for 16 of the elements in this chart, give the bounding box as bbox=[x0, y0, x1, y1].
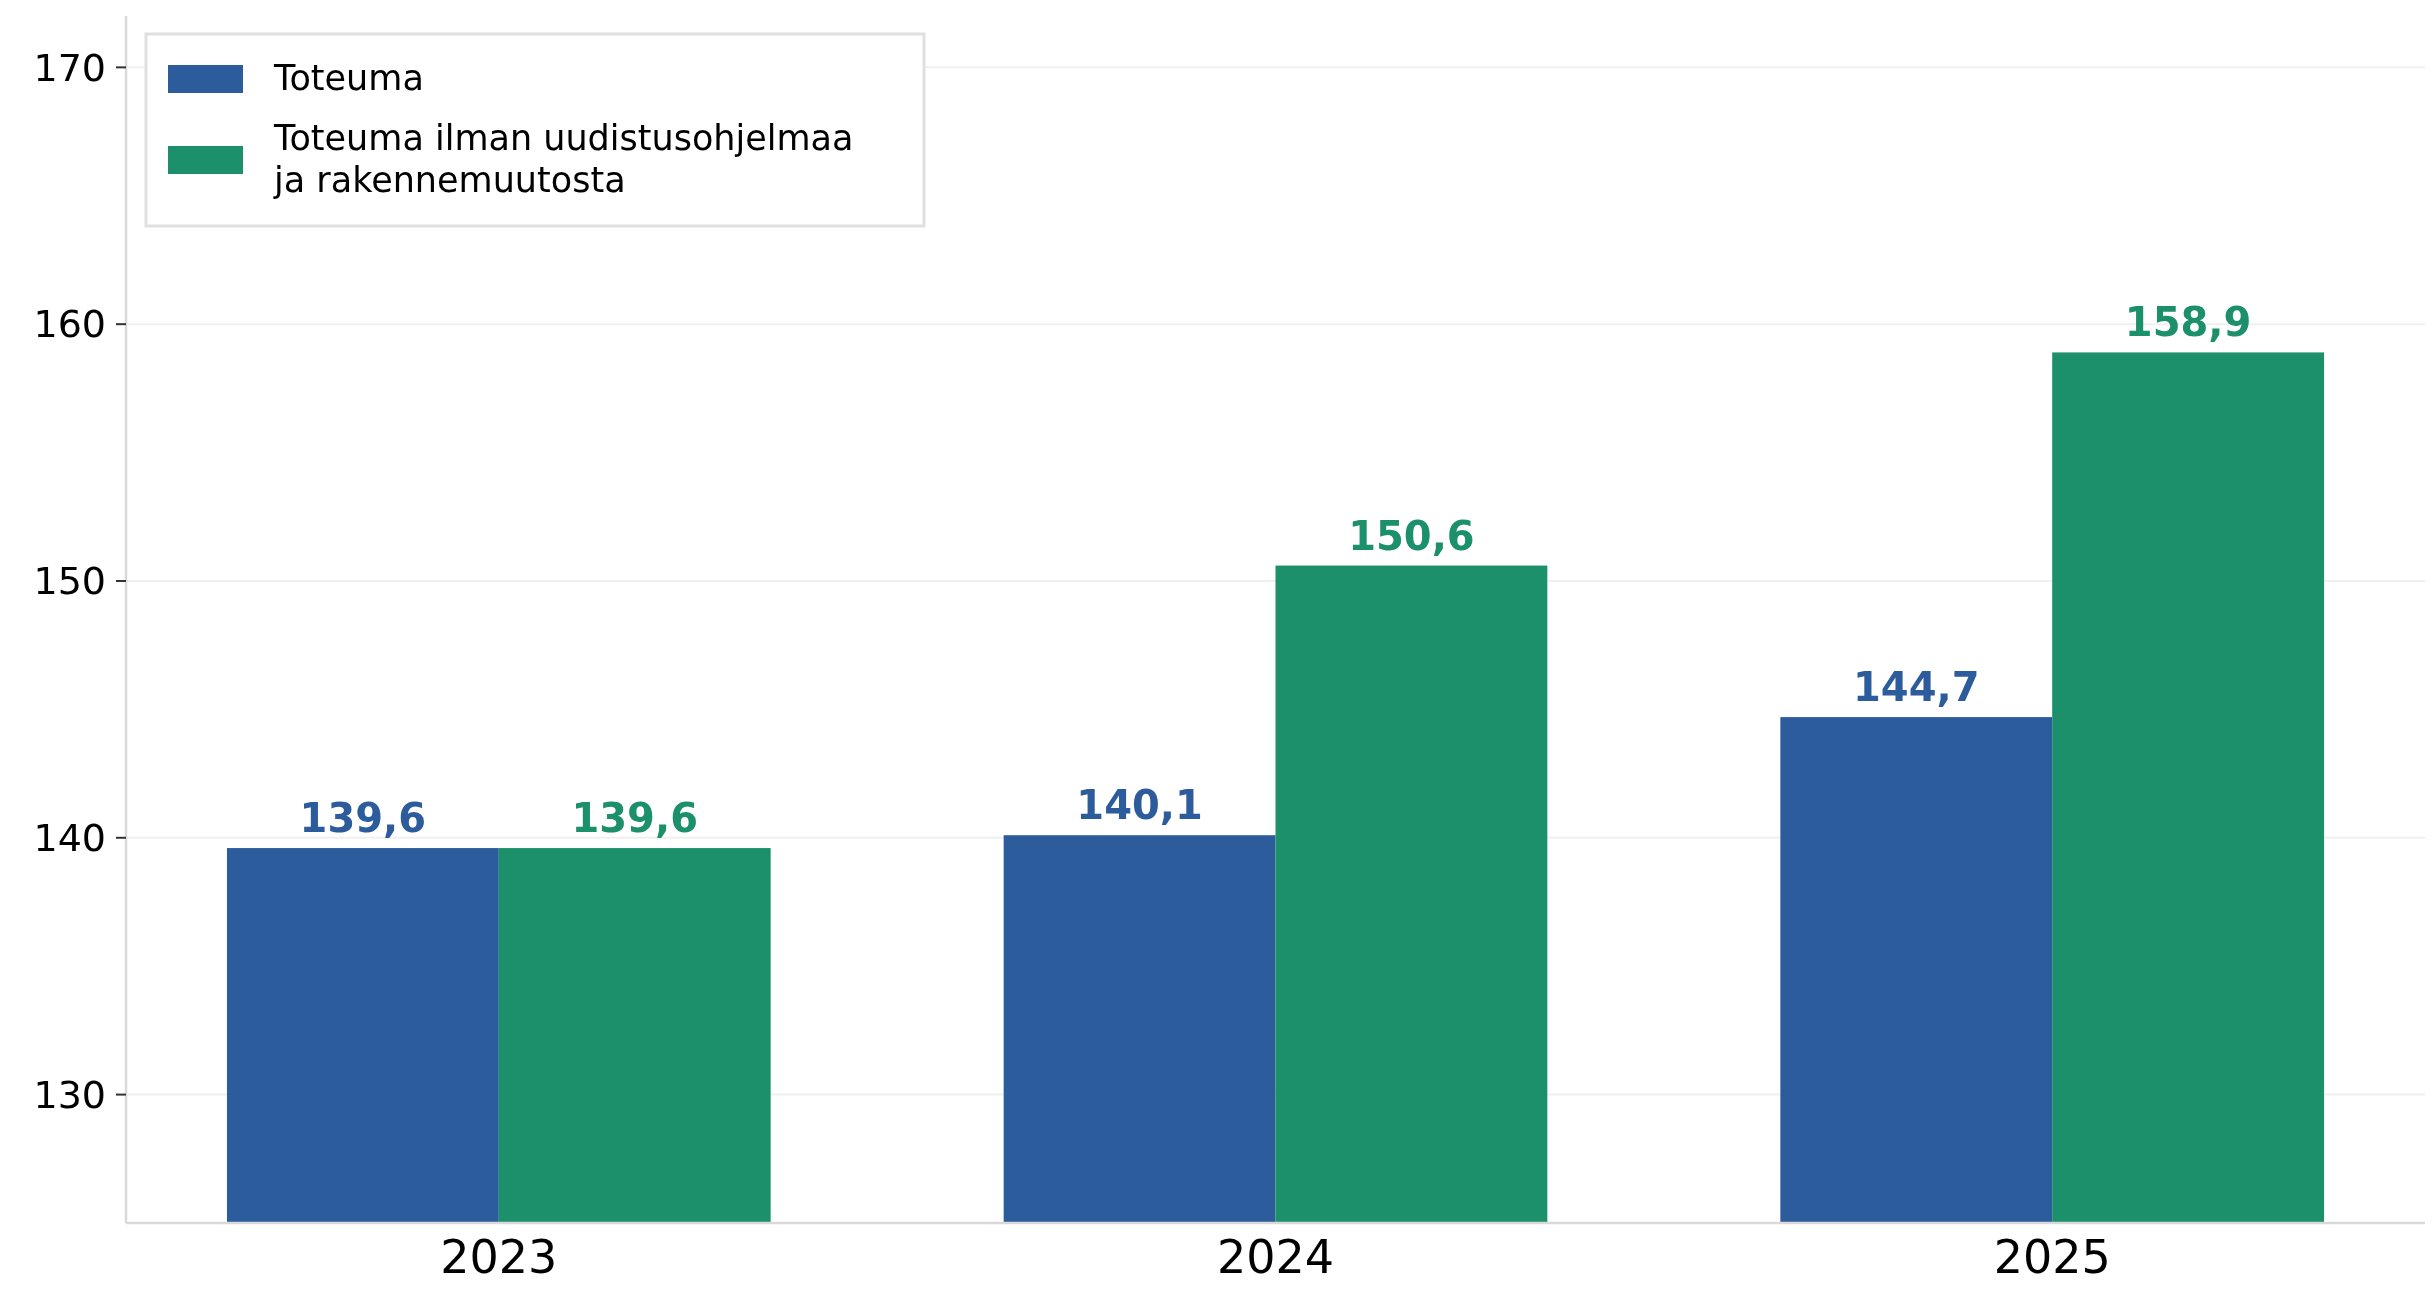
y-tick-label: 160 bbox=[33, 302, 106, 347]
y-tick-label: 140 bbox=[33, 816, 106, 861]
x-tick-label: 2023 bbox=[440, 1230, 558, 1284]
y-tick-label: 150 bbox=[33, 559, 106, 604]
legend-label: Toteuma bbox=[273, 58, 424, 98]
text: 139,6 bbox=[571, 795, 698, 842]
legend-label: Toteuma ilman uudistusohjelmaa ja rakennemuutosta bbox=[273, 118, 854, 200]
x-tick-label: 2025 bbox=[1993, 1230, 2111, 1284]
text: 144,7 bbox=[1853, 664, 1980, 711]
text: 139,6 bbox=[299, 795, 427, 842]
text: 150,6 bbox=[1348, 512, 1475, 559]
text: 158,9 bbox=[2124, 299, 2252, 346]
x-tick-label: 2024 bbox=[1216, 1230, 1335, 1284]
y-tick-label: 130 bbox=[33, 1072, 106, 1117]
text: 140,1 bbox=[1076, 782, 1203, 829]
y-tick-label: 170 bbox=[33, 45, 106, 90]
